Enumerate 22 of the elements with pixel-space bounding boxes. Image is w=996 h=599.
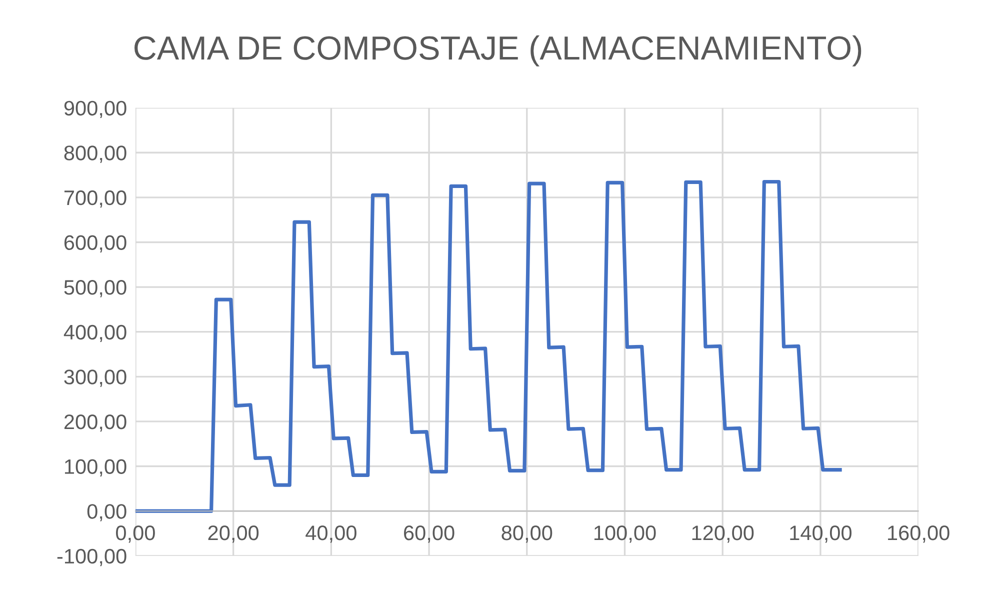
y-tick-label: -100,00 <box>57 548 126 566</box>
x-tick-label: 0,00 <box>116 526 155 543</box>
y-tick-label: 900,00 <box>64 100 126 118</box>
x-tick-label: 160,00 <box>888 526 950 543</box>
chart-title: CAMA DE COMPOSTAJE (ALMACENAMIENTO) <box>134 35 862 66</box>
x-tick-label: 40,00 <box>306 526 356 543</box>
y-tick-label: 100,00 <box>64 459 126 476</box>
x-tick-label: 120,00 <box>692 526 754 543</box>
y-tick-label: 700,00 <box>64 190 126 208</box>
x-tick-label: 100,00 <box>594 526 656 543</box>
y-tick-label: 600,00 <box>64 235 126 252</box>
x-tick-label: 140,00 <box>790 526 852 543</box>
x-tick-label: 60,00 <box>404 526 454 543</box>
y-tick-label: 300,00 <box>64 370 126 387</box>
y-tick-label: 200,00 <box>64 414 126 432</box>
x-tick-label: 20,00 <box>208 526 259 543</box>
y-tick-label: 0,00 <box>87 504 126 522</box>
y-tick-label: 400,00 <box>64 324 126 342</box>
y-tick-label: 800,00 <box>64 146 126 163</box>
x-tick-label: 80,00 <box>502 526 552 543</box>
line-series <box>135 180 842 513</box>
y-tick-label: 500,00 <box>64 280 126 298</box>
